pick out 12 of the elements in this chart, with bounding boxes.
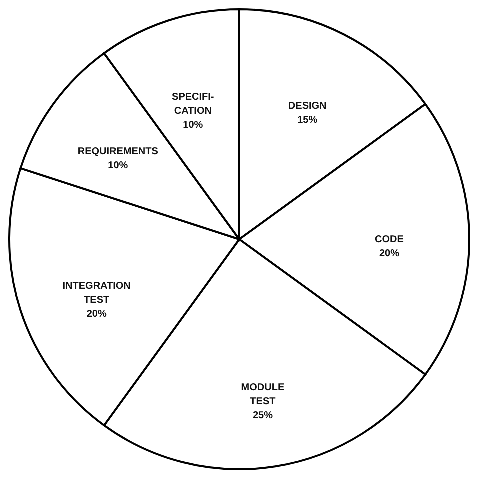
slice-label: MODULE TEST <box>241 382 285 408</box>
data-label: 20% <box>379 248 400 260</box>
data-label: 10% <box>183 120 204 131</box>
data-label: 10% <box>108 160 128 172</box>
slice-label: INTEGRATION TEST <box>62 280 131 306</box>
slice-label: REQUIREMENTS <box>78 146 159 158</box>
data-label: 25% <box>252 410 274 422</box>
slice-label: CODE <box>375 234 404 246</box>
slice-label: DESIGN <box>288 100 327 112</box>
slice-label: SPECIFI-CATION <box>172 92 214 117</box>
data-label: 15% <box>298 114 318 126</box>
data-label: 20% <box>86 308 107 320</box>
